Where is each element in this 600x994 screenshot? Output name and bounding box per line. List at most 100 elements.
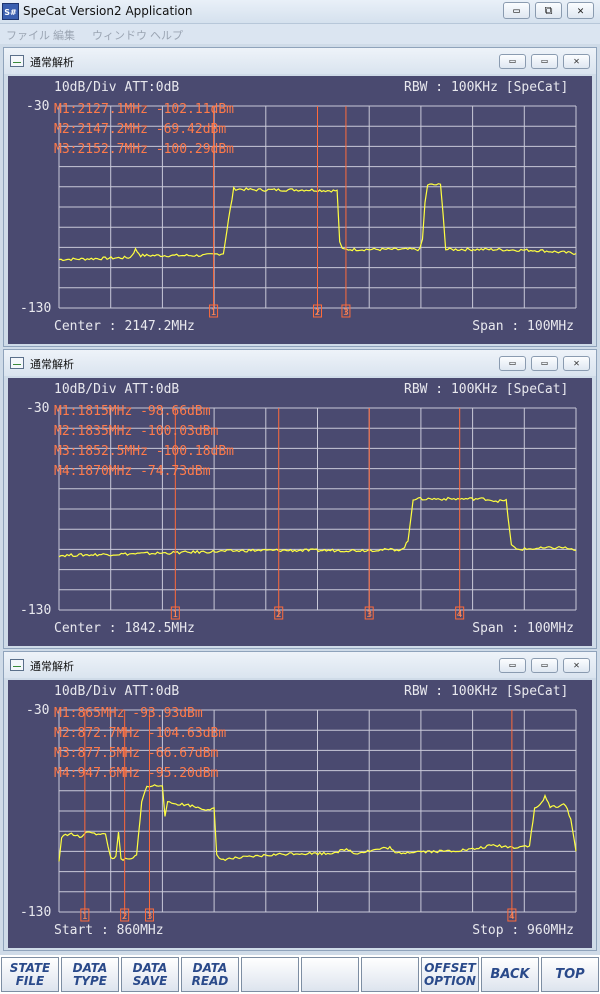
marker-flag-4 [507, 908, 517, 922]
freq-left-footer: Start : 860MHz [54, 923, 164, 938]
marker-readout-4: M4:1870MHz -74.73dBm [54, 464, 211, 479]
marker-id-2: 2 [122, 912, 128, 922]
toolbar-label-line1: STATE [9, 960, 51, 975]
toolbar-label-line2: FILE [15, 973, 45, 988]
toolbar-label-line2: READ [191, 973, 229, 988]
toolbar-label-line1: DATA [72, 960, 108, 975]
marker-flag-2 [313, 304, 322, 318]
marker-id-3: 3 [147, 912, 153, 922]
toolbar-offset-option-button[interactable]: OFFSET OPTION [421, 957, 479, 992]
subwindow-maximize-button[interactable]: ▭ [531, 658, 558, 673]
subwindow-minimize-button[interactable]: ▭ [499, 54, 526, 69]
marker-id-4: 4 [509, 912, 515, 922]
marker-flag-3 [341, 304, 351, 318]
marker-id-4: 4 [457, 610, 463, 620]
analysis-window-2: 通常解析 ▭ ▭ ✕ 1 2 3 4 10dB/Div ATT:0dB RBW : 1… [3, 349, 597, 649]
marker-id-1: 1 [211, 308, 217, 318]
ref-level-bottom: -130 [20, 603, 52, 618]
ref-level-top: -30 [26, 99, 50, 114]
chart-icon [10, 659, 24, 671]
ref-level-bottom: -130 [20, 301, 52, 316]
marker-readout-3: M3:877.5MHz -66.67dBm [54, 746, 219, 761]
toolbar-data-type-button[interactable]: DATA TYPE [61, 957, 119, 992]
marker-flag-1 [80, 908, 90, 922]
toolbar-label-line1: BACK [490, 967, 530, 982]
marker-flag-2 [274, 606, 284, 620]
marker-readout-2: M2:1835MHz -100.03dBm [54, 424, 219, 439]
toolbar-state-file-button[interactable]: STATE FILE [1, 957, 59, 992]
app-title: SpeCat Version2 Application [23, 4, 193, 18]
minimize-button[interactable]: ▭ [503, 2, 530, 19]
ref-level-top: -30 [26, 401, 50, 416]
toolbar-label-line1: DATA [192, 960, 228, 975]
ref-level-bottom: -130 [20, 905, 52, 920]
toolbar-blank-6-button[interactable] [361, 957, 419, 992]
marker-flag-1 [209, 304, 219, 318]
scale-label: 10dB/Div ATT:0dB [54, 80, 180, 95]
subwindow-header: 通常解析 ▭ ▭ ✕ [4, 350, 596, 376]
freq-right-footer: Span : 100MHz [472, 319, 574, 334]
menu-window[interactable]: ウィンドウ [92, 29, 147, 42]
spectrum-plot: 1 2 3 4 10dB/Div ATT:0dB RBW : 100KHz [SpeC… [8, 680, 592, 948]
chart-icon [10, 357, 24, 369]
analysis-window-1: 通常解析 ▭ ▭ ✕ 1 2 3 10dB/Div ATT:0dB RBW : 10… [3, 47, 597, 347]
freq-right-footer: Stop : 960MHz [472, 923, 574, 938]
subwindow-minimize-button[interactable]: ▭ [499, 658, 526, 673]
toolbar-label-line2: TYPE [73, 973, 107, 988]
subwindow-maximize-button[interactable]: ▭ [531, 54, 558, 69]
subwindow-close-button[interactable]: ✕ [563, 658, 590, 673]
rbw-label: RBW : 100KHz [SpeCat] [404, 684, 569, 699]
close-button[interactable]: ✕ [567, 2, 594, 19]
spectrum-svg: 1 2 3 4 [58, 709, 577, 922]
spectrum-plot: 1 2 3 4 10dB/Div ATT:0dB RBW : 100KHz [SpeC… [8, 378, 592, 646]
marker-readout-3: M3:1852.5MHz -100.18dBm [54, 444, 235, 459]
toolbar-back-button[interactable]: BACK [481, 957, 539, 992]
menu-help[interactable]: ヘルプ [150, 29, 183, 42]
toolbar-label-line2: OPTION [424, 973, 476, 988]
marker-id-3: 3 [366, 610, 372, 620]
subwindow-close-button[interactable]: ✕ [563, 54, 590, 69]
spectrum-svg: 1 2 3 4 [58, 407, 577, 620]
ref-level-top: -30 [26, 703, 50, 718]
scale-label: 10dB/Div ATT:0dB [54, 684, 180, 699]
subwindow-title: 通常解析 [30, 358, 74, 371]
freq-left-footer: Center : 1842.5MHz [54, 621, 195, 636]
subwindow-header: 通常解析 ▭ ▭ ✕ [4, 48, 596, 74]
analysis-window-3: 通常解析 ▭ ▭ ✕ 1 2 3 4 10dB/Div ATT:0dB RBW : 1… [3, 651, 597, 951]
toolbar-label-line1: OFFSET [424, 960, 476, 975]
subwindow-maximize-button[interactable]: ▭ [531, 356, 558, 371]
toolbar-blank-5-button[interactable] [301, 957, 359, 992]
marker-id-1: 1 [82, 912, 88, 922]
app-icon: S# [2, 3, 19, 20]
chart-icon [10, 55, 24, 67]
spectrum-trace [58, 784, 577, 862]
menu-file[interactable]: ファイル [6, 29, 50, 42]
toolbar-top-button[interactable]: TOP [541, 957, 599, 992]
subwindow-title: 通常解析 [30, 56, 74, 69]
subwindow-title: 通常解析 [30, 660, 74, 673]
subwindow-header: 通常解析 ▭ ▭ ✕ [4, 652, 596, 678]
marker-flag-3 [144, 908, 154, 922]
marker-id-2: 2 [276, 610, 282, 620]
menu-edit[interactable]: 編集 [53, 29, 75, 42]
bottom-toolbar: STATE FILE DATA TYPE DATA SAVE DATA READ OFFSET O… [0, 955, 600, 994]
subwindow-close-button[interactable]: ✕ [563, 356, 590, 371]
marker-readout-1: M1:2127.1MHz -102.11dBm [54, 102, 235, 117]
toolbar-label-line2: SAVE [132, 973, 168, 988]
marker-id-2: 2 [315, 308, 321, 318]
toolbar-data-read-button[interactable]: DATA READ [181, 957, 239, 992]
restore-button[interactable]: ⧉ [535, 2, 562, 19]
spectrum-trace [58, 183, 577, 262]
marker-flag-2 [120, 908, 130, 922]
marker-flag-1 [170, 606, 180, 620]
toolbar-blank-4-button[interactable] [241, 957, 299, 992]
subwindow-minimize-button[interactable]: ▭ [499, 356, 526, 371]
spectrum-svg: 1 2 3 [58, 105, 577, 318]
marker-readout-4: M4:947.6MHz -95.20dBm [54, 766, 219, 781]
freq-right-footer: Span : 100MHz [472, 621, 574, 636]
marker-readout-1: M1:1815MHz -98.66dBm [54, 404, 211, 419]
marker-flag-4 [455, 606, 465, 620]
toolbar-label-line1: DATA [132, 960, 168, 975]
marker-id-3: 3 [343, 308, 349, 318]
toolbar-data-save-button[interactable]: DATA SAVE [121, 957, 179, 992]
